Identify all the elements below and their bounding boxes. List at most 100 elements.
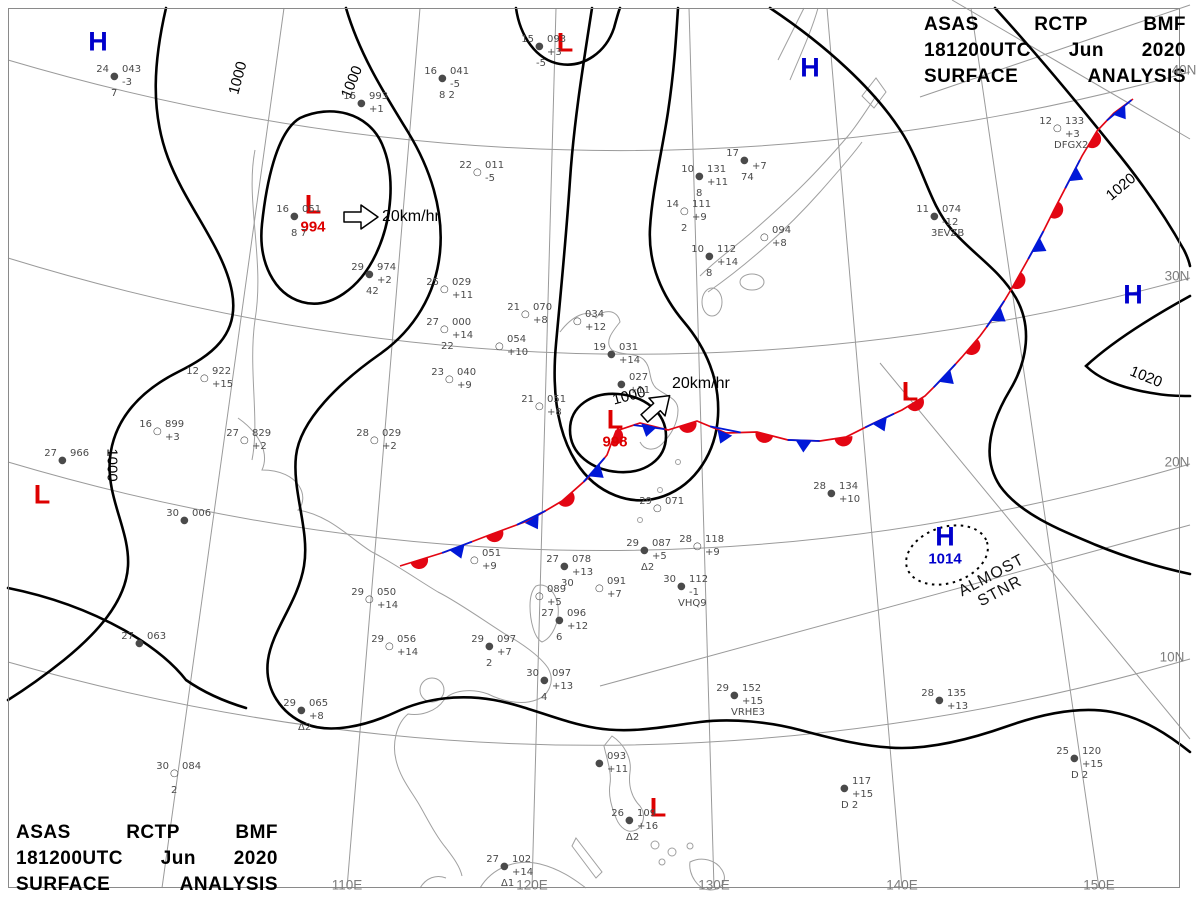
station-t: 22 [459, 160, 472, 171]
warm-front-marker-icon [485, 530, 504, 543]
station-sym: ○ [365, 594, 374, 605]
station-t: 12 [1039, 116, 1052, 127]
station-p: 899 [165, 419, 185, 430]
station-sym: ○ [370, 435, 379, 446]
station-t: 30 [166, 508, 179, 519]
arrow-ne-icon [640, 394, 671, 423]
station-t: 27 [486, 854, 499, 865]
station-sym: ● [535, 41, 544, 52]
station-t: 19 [593, 342, 606, 353]
title-word: ANALYSIS [179, 874, 278, 895]
station-p: 112 [689, 574, 709, 585]
station-sym: ● [695, 171, 704, 182]
station-d: +14 [452, 330, 474, 341]
station-t: 16 [424, 66, 437, 77]
speed-annotation: 20km/hr [382, 208, 440, 225]
latitude-label: 40N [1171, 62, 1197, 78]
station-t: 29 [351, 262, 364, 273]
station-t: 25 [1056, 746, 1069, 757]
title-line-2: 181200UTC Jun 2020 [16, 846, 278, 872]
station-sym: ○ [470, 555, 479, 566]
coastlines [237, 7, 887, 891]
station-sym: ○ [385, 641, 394, 652]
longitude-label: 120E [516, 877, 548, 893]
station-sym: ● [740, 155, 749, 166]
station-p: 063 [147, 631, 167, 642]
station-t: 21 [521, 394, 534, 405]
station-d: +3 [547, 47, 562, 58]
longitude-label: 140E [886, 877, 918, 893]
cold-front-segment [441, 540, 473, 554]
warm-front-marker-icon [1050, 201, 1064, 219]
station-p: 097 [552, 668, 572, 679]
station-p: 051 [547, 394, 567, 405]
station-d: +2 [252, 441, 267, 452]
station-sym: ● [625, 815, 634, 826]
station-t: 28 [679, 534, 692, 545]
station-p: 117 [852, 776, 872, 787]
cold-front-segment [1027, 230, 1045, 260]
station-sym: ● [705, 251, 714, 262]
warm-front-marker-icon [678, 421, 697, 433]
station-b: 8 2 [439, 90, 455, 101]
high-symbol: H [88, 26, 108, 57]
low-center: L [34, 481, 51, 509]
station-p: 000 [452, 317, 472, 328]
station-sym: ● [110, 71, 119, 82]
station-d: +13 [572, 567, 594, 578]
station-sym: ○ [200, 373, 209, 384]
warm-front-marker-icon [834, 436, 853, 447]
station-b: -5 [536, 58, 546, 69]
station-p: 093 [607, 751, 627, 762]
station-p: 031 [619, 342, 639, 353]
station-d: +15 [212, 379, 234, 390]
station-t: 29 [471, 634, 484, 645]
title-word: SURFACE [16, 874, 111, 895]
cold-front-marker-icon [872, 417, 887, 432]
station-t: 26 [611, 808, 624, 819]
warm-front-marker-icon [610, 427, 624, 445]
title-word: 2020 [233, 848, 278, 869]
station-sym: ○ [680, 206, 689, 217]
station-p: 109 [637, 808, 657, 819]
cold-front-segment [933, 363, 957, 388]
warm-front-marker-icon [410, 557, 429, 570]
station-p: 040 [457, 367, 477, 378]
station-p: 027 [629, 372, 649, 383]
title-line-1: ASAS RCTP BMF [924, 12, 1186, 38]
center-pressure-value: 1014 [928, 550, 962, 568]
warm-front-marker-icon [907, 397, 924, 412]
station-d: -12 [942, 217, 959, 228]
station-d: +11 [607, 764, 629, 775]
station-sym: ○ [170, 768, 179, 779]
station-d: +11 [629, 385, 651, 396]
station-p: 071 [665, 496, 685, 507]
latitude-label: 30N [1164, 268, 1190, 284]
station-p: 029 [452, 277, 472, 288]
station-d: +15 [1082, 759, 1104, 770]
station-b: Δ2 [641, 562, 655, 573]
station-p: 966 [70, 448, 90, 459]
station-b: 30 [561, 578, 574, 589]
station-d: +1 [369, 104, 384, 115]
station-t: 10 [681, 164, 694, 175]
longitude-label: 150E [1083, 877, 1115, 893]
station-sym: ● [1070, 753, 1079, 764]
station-sym: ● [290, 211, 299, 222]
station-sym: ○ [760, 232, 769, 243]
station-t: 16 [343, 91, 356, 102]
station-p: 133 [1065, 116, 1085, 127]
cold-front-marker-icon [795, 440, 812, 453]
station-p: 096 [567, 608, 587, 619]
station-sym: ● [135, 638, 144, 649]
station-b: 3EVZB [931, 228, 965, 239]
station-sym: ● [677, 581, 686, 592]
title-word: BMF [235, 822, 278, 843]
station-sym: ○ [653, 503, 662, 514]
station-d: +8 [309, 711, 324, 722]
title-word: ASAS [16, 822, 71, 843]
station-t: 29 [639, 496, 652, 507]
station-t: 28 [921, 688, 934, 699]
station-sym: ○ [693, 541, 702, 552]
